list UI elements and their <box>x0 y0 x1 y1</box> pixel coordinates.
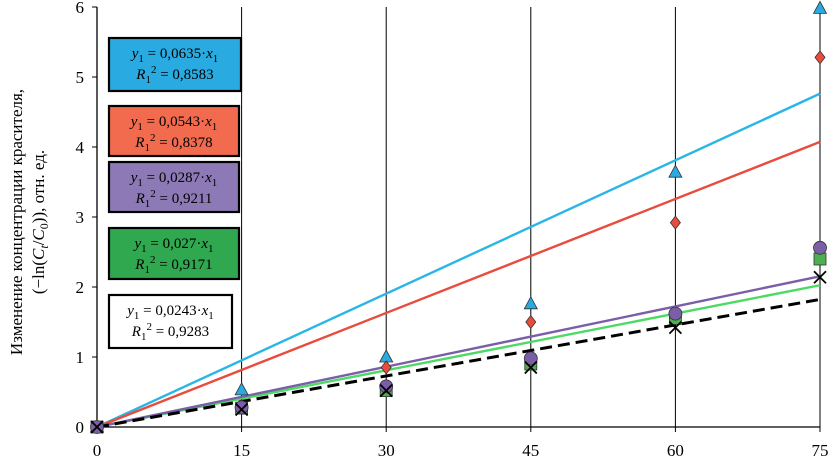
equation-text: y1 = 0,0543·x1 <box>129 114 218 133</box>
trend-line <box>96 92 821 429</box>
data-point-triangle <box>523 295 538 310</box>
data-point-diamond <box>669 215 681 230</box>
data-point-triangle <box>379 349 394 363</box>
data-point-circle <box>234 400 249 415</box>
data-point-circle <box>379 379 394 394</box>
data-point-triangle <box>234 382 249 396</box>
data-point-diamond <box>814 50 826 65</box>
r-squared-text: R12 = 0,9171 <box>134 254 212 276</box>
data-point-cross <box>234 402 249 417</box>
r-squared-text: R12 = 0,8378 <box>134 132 212 154</box>
data-point-cross <box>813 270 827 284</box>
y-tick-label: 3 <box>76 208 85 227</box>
x-tick-label: 75 <box>812 441 829 460</box>
data-point-square <box>813 252 827 266</box>
equation-box-frame <box>107 160 241 214</box>
data-point-cross <box>379 383 393 398</box>
y-tick-label: 1 <box>76 348 85 367</box>
equation-text: y1 = 0,0287·x1 <box>129 170 218 189</box>
trend-line <box>96 140 821 429</box>
trend-line <box>96 297 821 429</box>
equation-text: y1 = 0,027·x1 <box>132 236 213 255</box>
y-axis-label-line1: Изменение концентрации красителя, <box>7 89 26 355</box>
data-point-circle <box>668 306 683 321</box>
data-points <box>89 0 828 435</box>
data-point-circle <box>523 351 538 366</box>
r-squared-text: R12 = 0,9211 <box>135 188 213 210</box>
x-tick-label: 60 <box>667 441 684 460</box>
data-point-triangle <box>812 0 828 14</box>
x-tick-label: 0 <box>93 441 102 460</box>
data-point-diamond <box>380 360 392 375</box>
y-tick-label: 4 <box>76 138 85 157</box>
y-axis-label: Изменение концентрации красителя, (−ln(Ct… <box>7 89 51 355</box>
equation-box-frame <box>107 226 241 281</box>
y-tick-label: 2 <box>76 278 85 297</box>
data-point-diamond <box>525 314 537 330</box>
trend-line <box>96 275 821 429</box>
r-squared-text: R12 = 0,8583 <box>135 64 213 86</box>
trend-line <box>96 284 821 429</box>
y-axis-label-line2: (−ln(Ct/C0)), отн. ед. <box>29 150 51 294</box>
data-point-cross <box>90 420 104 434</box>
x-tick-label: 45 <box>522 441 539 460</box>
axes <box>92 6 821 432</box>
y-tick-label: 6 <box>76 0 85 17</box>
equation-box-frame <box>107 36 243 93</box>
data-point-cross <box>668 320 683 335</box>
trend-lines <box>96 92 821 429</box>
equation-text: y1 = 0,0635·x1 <box>130 46 219 65</box>
x-tick-label: 30 <box>378 441 395 460</box>
data-point-circle <box>813 240 827 255</box>
equation-box-frame <box>107 104 241 158</box>
y-tick-label: 0 <box>76 418 85 437</box>
equation-box-frame <box>107 293 234 350</box>
x-tick-label: 15 <box>233 441 250 460</box>
equation-text: y1 = 0,0243·x1 <box>125 303 214 322</box>
r-squared-text: R12 = 0,9283 <box>131 321 209 343</box>
data-point-triangle <box>668 164 683 178</box>
data-point-cross <box>524 360 538 375</box>
y-tick-label: 5 <box>76 68 85 87</box>
y-axis-label-group: Изменение концентрации красителя, (−ln(Ct… <box>7 89 51 355</box>
